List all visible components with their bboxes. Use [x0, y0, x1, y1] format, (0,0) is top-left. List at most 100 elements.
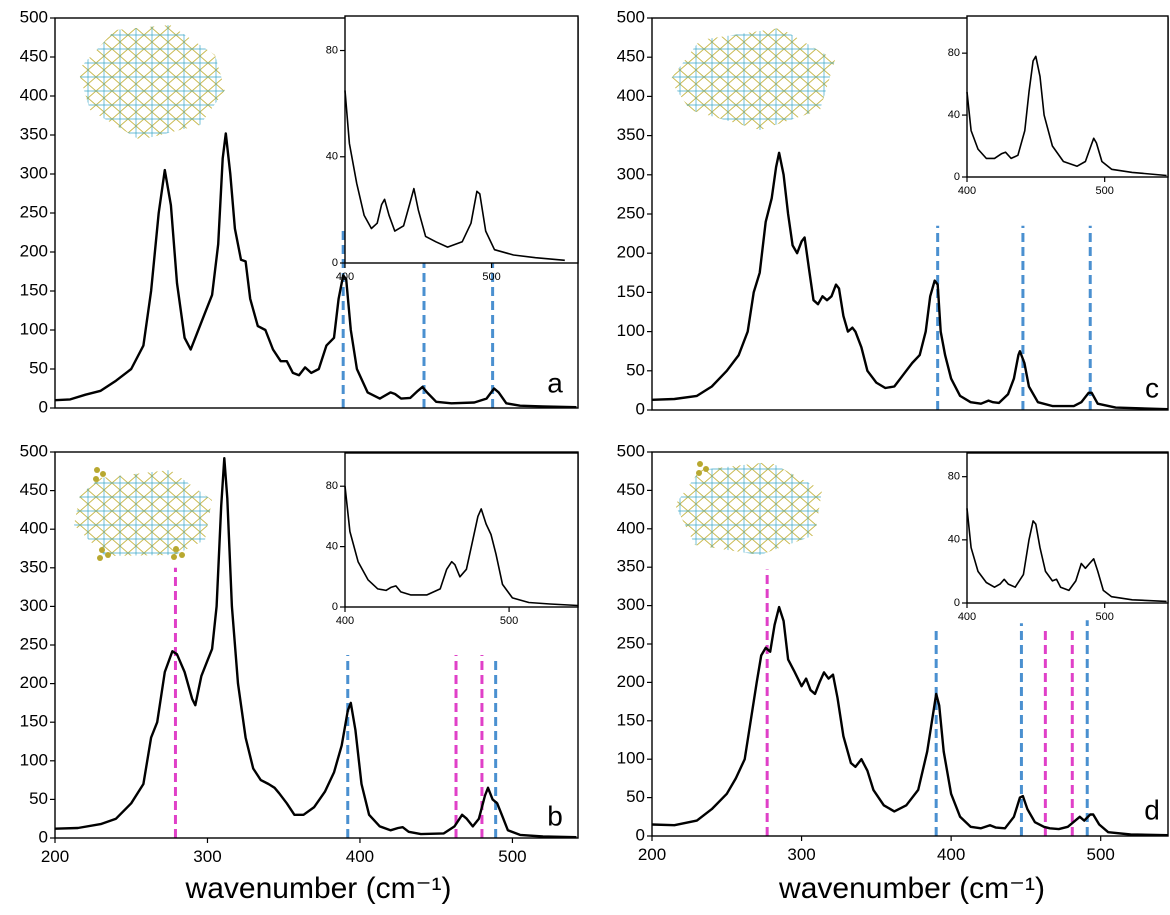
x-tick-label: 400	[937, 845, 965, 864]
plot: 0 40 80 400 500	[948, 452, 1169, 623]
y-tick-label: 0	[332, 257, 338, 269]
y-tick-label: 40	[326, 151, 338, 163]
x-tick-label: 500	[1095, 185, 1113, 197]
inset-background	[345, 16, 578, 263]
y-tick-label: 400	[617, 518, 645, 537]
structure-d	[675, 462, 822, 555]
y-tick-label: 0	[39, 827, 48, 846]
x-tick-label: 500	[482, 271, 500, 283]
x-tick-label: 500	[498, 847, 526, 866]
y-tick-label: 450	[20, 46, 48, 65]
y-tick-label: 100	[617, 749, 645, 768]
adsorbate-clusters	[93, 461, 709, 561]
y-tick-label: 400	[617, 86, 645, 105]
x-axis-label: wavenumber (cm⁻¹)	[185, 872, 452, 905]
y-tick-label: 500	[20, 441, 48, 460]
x-tick-label: 200	[41, 847, 69, 866]
plot-frame	[966, 15, 1169, 178]
plot-frame	[966, 452, 1169, 604]
y-tick-label: 50	[29, 358, 48, 377]
plot-frame	[651, 451, 1169, 837]
plot: 0 40 80 400 500	[948, 15, 1169, 197]
y-tick-label: 250	[20, 634, 48, 653]
y-tick-label: 100	[20, 750, 48, 769]
y-tick-label: 250	[617, 633, 645, 652]
y-tick-label: 200	[617, 243, 645, 262]
x-tick-label: 500	[1095, 611, 1113, 623]
spectrum-line	[54, 132, 577, 409]
y-tick-label: 80	[326, 480, 338, 492]
y-tick-label: 0	[954, 597, 960, 609]
y-tick-label: 400	[20, 85, 48, 104]
panel-label: c	[1145, 372, 1159, 403]
y-tick-label: 400	[20, 519, 48, 538]
y-tick-label: 0	[954, 171, 960, 183]
y-tick-label: 150	[20, 280, 48, 299]
x-tick-label: 400	[336, 271, 354, 283]
plot-frame	[344, 15, 579, 264]
plot: 0 50 100 150 200 250 300 350 400 450 500 200 300 400 5…	[20, 441, 579, 866]
x-tick-label: 500	[1087, 845, 1115, 864]
y-tick-label: 300	[617, 164, 645, 183]
y-tick-label: 100	[20, 319, 48, 338]
y-tick-label: 250	[20, 202, 48, 221]
y-tick-label: 250	[617, 203, 645, 222]
y-tick-label: 150	[617, 710, 645, 729]
plot: 0 50 100 150 200 250 300 350 400 450 500 200 300 400 5…	[617, 441, 1169, 864]
structure-c	[670, 28, 835, 130]
y-tick-label: 100	[617, 321, 645, 340]
inset-background	[967, 16, 1168, 177]
y-tick-label: 50	[626, 787, 645, 806]
y-tick-label: 350	[617, 557, 645, 576]
y-tick-label: 150	[20, 712, 48, 731]
y-tick-label: 350	[20, 557, 48, 576]
plot-frame	[54, 451, 579, 839]
y-tick-label: 50	[29, 789, 48, 808]
inset-background	[345, 453, 578, 607]
x-tick-label: 400	[958, 611, 976, 623]
x-tick-label: 300	[787, 845, 815, 864]
x-axis-label: wavenumber (cm⁻¹)	[778, 872, 1045, 905]
spectrum-line	[966, 55, 1167, 177]
y-tick-label: 200	[617, 672, 645, 691]
y-tick-label: 200	[20, 673, 48, 692]
x-tick-label: 400	[346, 847, 374, 866]
y-tick-label: 350	[617, 125, 645, 144]
x-tick-label: 400	[336, 615, 354, 627]
y-tick-label: 500	[617, 441, 645, 460]
y-tick-label: 300	[617, 595, 645, 614]
y-tick-label: 50	[626, 360, 645, 379]
spectrum-line	[966, 508, 1167, 603]
panel-label: b	[547, 800, 563, 831]
y-tick-label: 40	[948, 109, 960, 121]
plot: 0 40 80 400 500	[326, 15, 579, 283]
spectrum-line	[651, 151, 1169, 411]
x-tick-label: 200	[638, 845, 666, 864]
y-tick-label: 450	[20, 480, 48, 499]
spectrum-line	[651, 605, 1169, 837]
structure-images	[74, 25, 835, 561]
y-tick-label: 80	[948, 47, 960, 59]
y-tick-label: 300	[20, 596, 48, 615]
y-tick-label: 0	[636, 825, 645, 844]
plot-frame	[344, 452, 579, 608]
x-tick-label: 300	[193, 847, 221, 866]
y-tick-label: 500	[617, 7, 645, 26]
x-tick-label: 400	[958, 185, 976, 197]
y-tick-label: 300	[20, 163, 48, 182]
y-tick-label: 450	[617, 480, 645, 499]
plot: 0 40 80 400 500	[326, 452, 579, 627]
y-tick-label: 200	[20, 241, 48, 260]
plot-frame	[651, 17, 1169, 411]
inset-background	[967, 453, 1168, 603]
panel-label: a	[547, 367, 563, 398]
y-tick-label: 450	[617, 47, 645, 66]
y-tick-label: 0	[636, 399, 645, 418]
structure-a	[78, 25, 225, 140]
spectrum-line	[54, 457, 577, 839]
structure-b	[74, 470, 212, 556]
y-tick-label: 40	[326, 541, 338, 553]
spectrum-line	[344, 486, 579, 607]
y-tick-label: 350	[20, 124, 48, 143]
